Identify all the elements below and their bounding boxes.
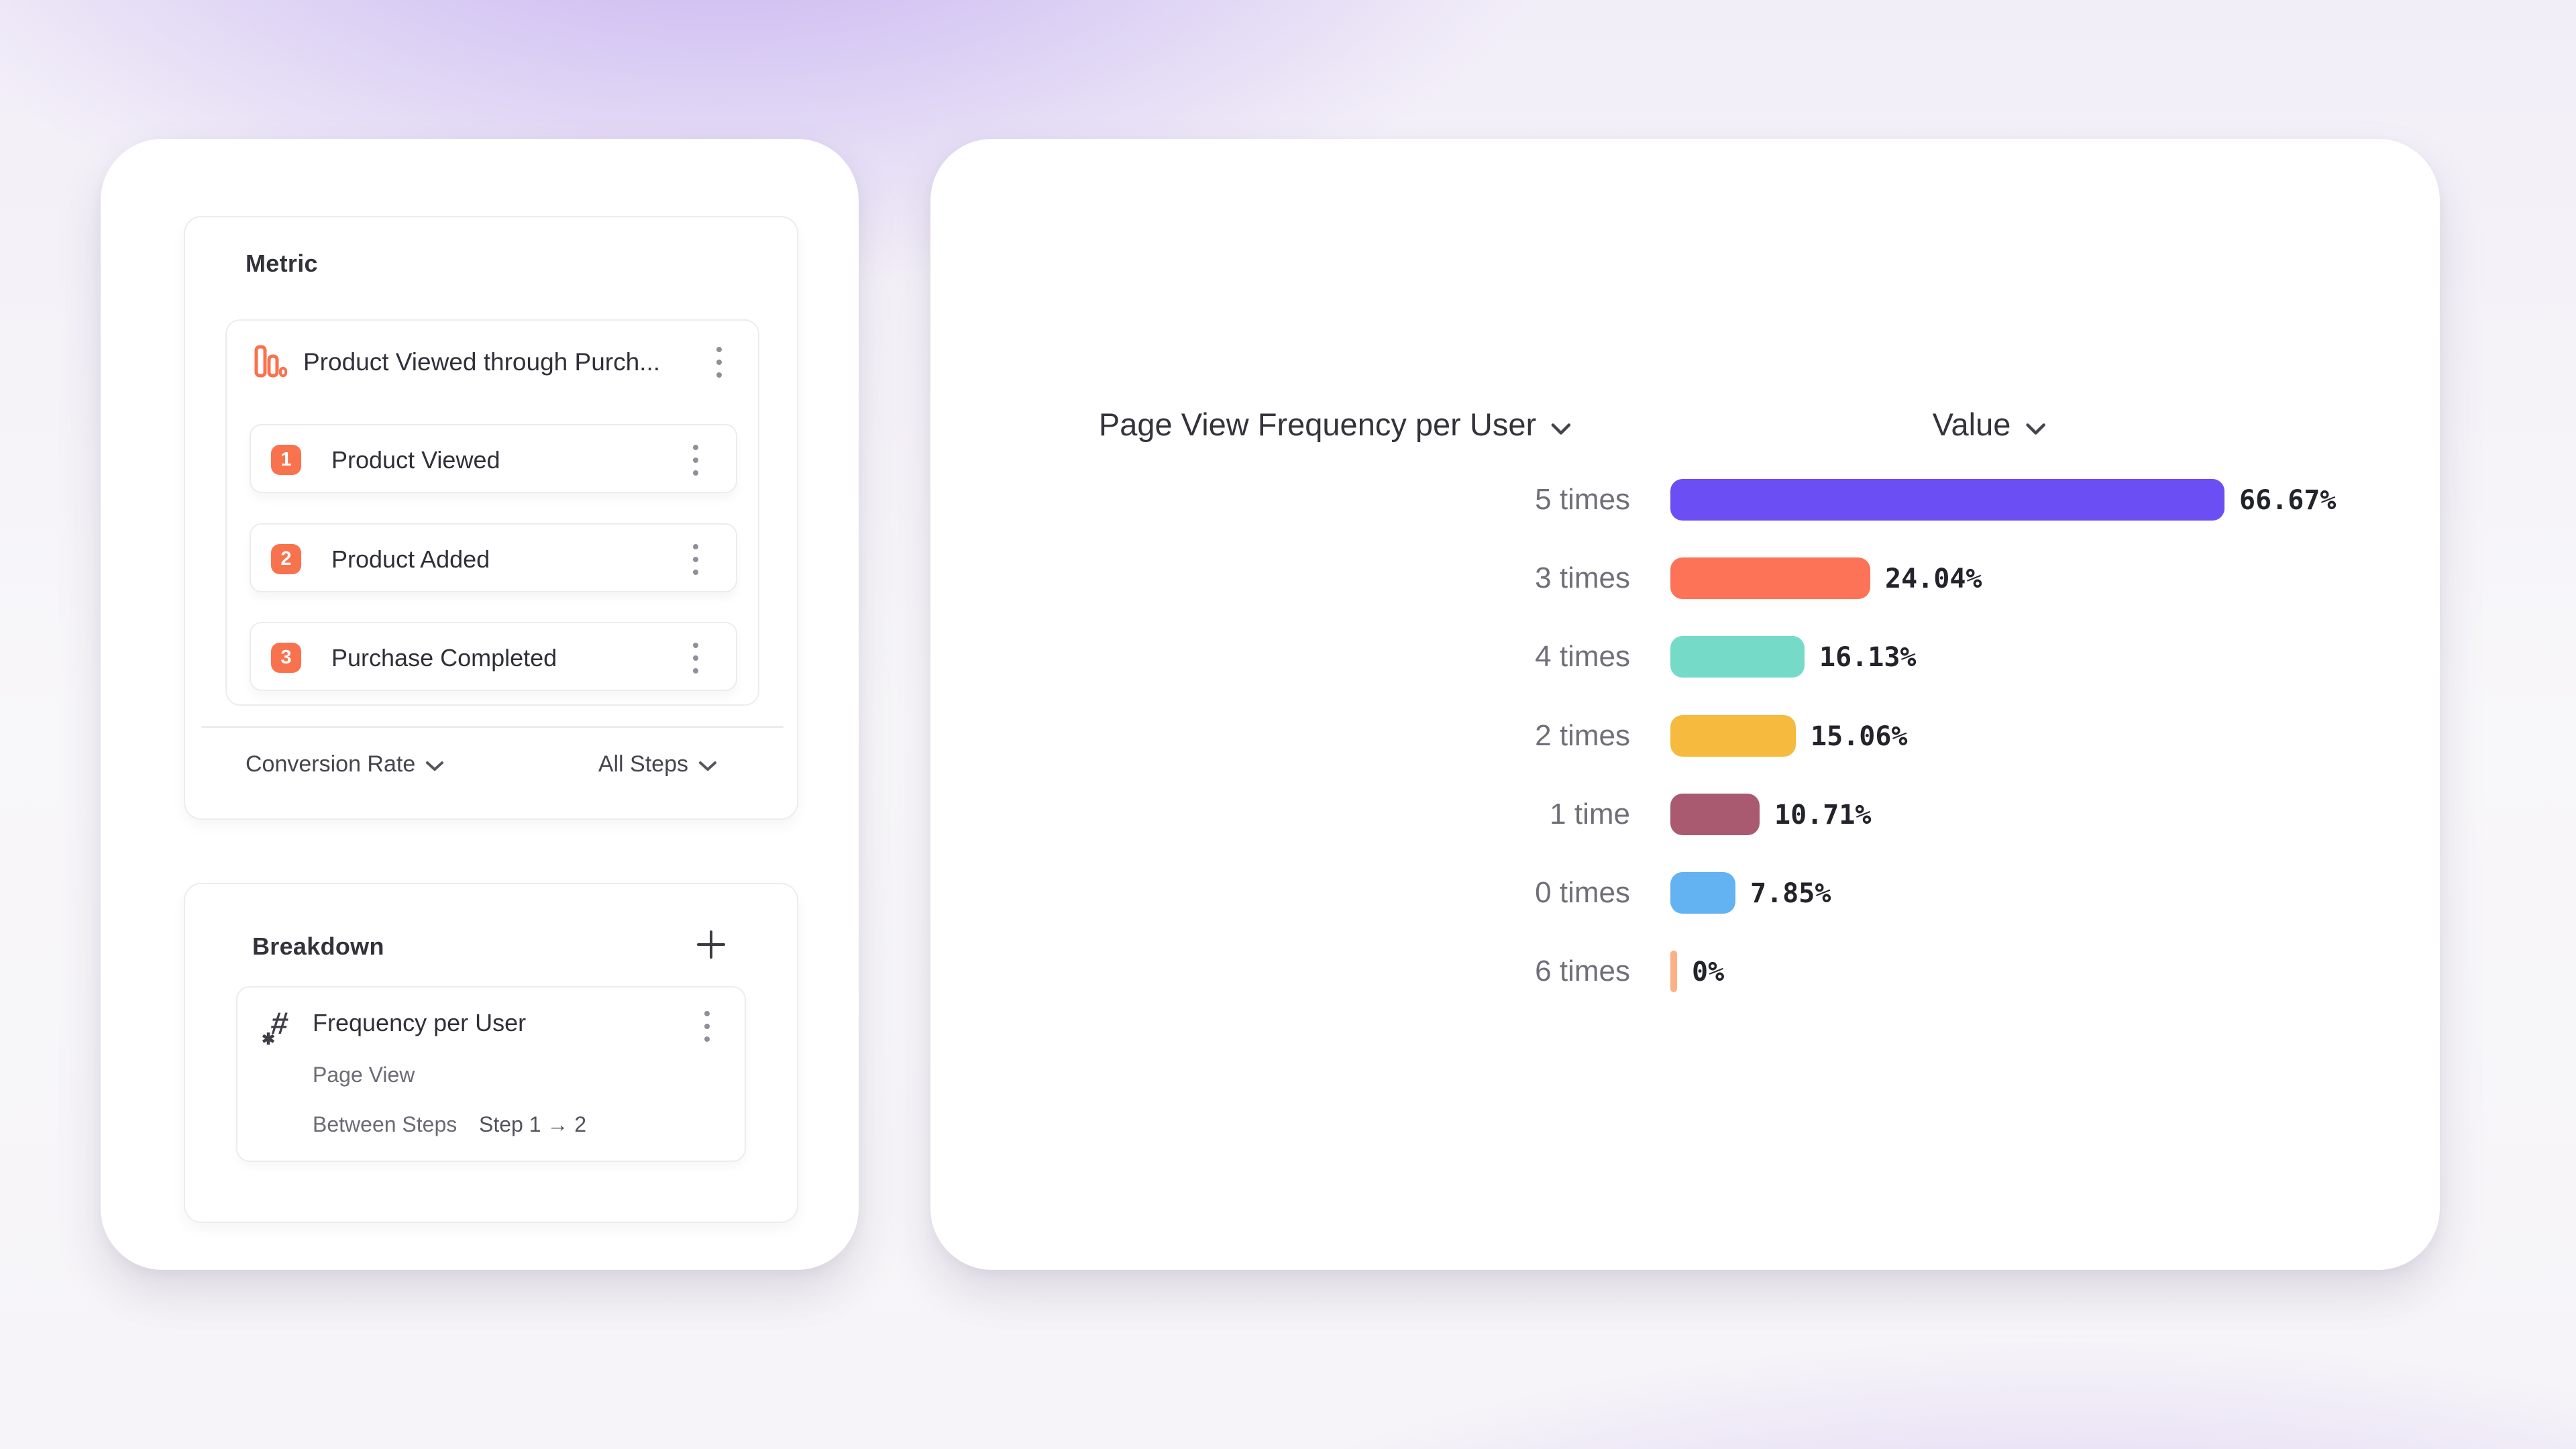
breakdown-steps-range[interactable]: Step 1 → 2 [479,1112,587,1136]
breakdown-section: Breakdown # ✱ Frequency per User Page Vie… [184,883,798,1223]
value-label: 66.67% [2239,485,2337,516]
breakdown-item-title: Frequency per User [313,1009,527,1036]
value-label: 0% [1692,957,1725,987]
metric-section: Metric Product Viewed through Purch... [184,216,798,820]
chart-row: 1 time 10.71% [930,794,2440,835]
value-label: 16.13% [1819,642,1917,673]
chart-row: 0 times 7.85% [930,872,2440,914]
bar[interactable] [1670,636,1805,678]
bar-chart-outline-icon [254,345,287,382]
category-label: 1 time [1550,798,1630,830]
category-label: 5 times [1535,483,1630,516]
step-number-badge: 3 [271,643,301,673]
funnel-step-1[interactable]: 1 Product Viewed [250,424,737,493]
value-label: 15.06% [1811,721,1908,752]
bar[interactable] [1670,794,1760,835]
chevron-down-icon [2025,406,2045,443]
hash-number-icon: # ✱ [262,1006,290,1049]
bar[interactable] [1670,479,2224,521]
metric-section-title: Metric [246,250,318,277]
kebab-vertical-icon[interactable] [681,539,710,580]
kebab-vertical-icon[interactable] [704,342,734,382]
kebab-vertical-icon[interactable] [692,1006,722,1046]
step-number-badge: 2 [271,544,301,574]
query-builder-panel: Metric Product Viewed through Purch... [101,139,859,1270]
chevron-down-icon [699,751,716,777]
kebab-vertical-icon[interactable] [681,440,710,480]
chart-row: 3 times 24.04% [930,557,2440,599]
chart-title: Page View Frequency per User [1098,407,1537,442]
measurement-selector-label: Conversion Rate [246,751,416,777]
category-label: 3 times [1535,561,1630,594]
funnel-title: Product Viewed through Purch... [303,348,661,376]
breakdown-section-title: Breakdown [252,932,384,960]
chart-row: 2 times 15.06% [930,715,2440,757]
funnel-header[interactable]: Product Viewed through Purch... [227,321,758,404]
funnel-definition-card: Product Viewed through Purch... 1 Produc… [225,319,759,706]
bar[interactable] [1670,872,1735,914]
value-label: 7.85% [1750,878,1831,909]
chart-row: 5 times 66.67% [930,479,2440,521]
category-label: 6 times [1535,955,1630,987]
breakdown-item-card[interactable]: # ✱ Frequency per User Page View Between … [236,986,746,1162]
chart-row: 4 times 16.13% [930,636,2440,678]
value-label: 10.71% [1774,800,1872,830]
divider [201,726,784,728]
funnel-step-2[interactable]: 2 Product Added [250,523,737,592]
bar[interactable] [1670,557,1870,599]
measurement-selector[interactable]: Conversion Rate [246,751,444,777]
kebab-vertical-icon[interactable] [681,638,710,678]
category-label: 2 times [1535,719,1630,752]
step-label: Product Viewed [331,446,500,474]
plus-icon[interactable] [695,928,727,961]
category-label: 4 times [1535,640,1630,673]
breakdown-event-label: Page View [313,1063,415,1087]
breakdown-between-steps-label: Between Steps [313,1112,458,1136]
steps-scope-selector-label: All Steps [598,751,688,777]
chart-value-dropdown[interactable]: Value [1933,406,2046,443]
step-number-badge: 1 [271,445,301,475]
bar[interactable] [1670,951,1677,992]
value-label: 24.04% [1885,564,1982,594]
step-label: Purchase Completed [331,644,557,672]
steps-scope-selector[interactable]: All Steps [598,751,716,777]
chart-row: 6 times 0% [930,951,2440,992]
bar[interactable] [1670,715,1796,757]
category-label: 0 times [1535,876,1630,909]
chart-panel: Page View Frequency per User Value 5 tim… [930,139,2440,1270]
chevron-down-icon [426,751,444,777]
step-label: Product Added [331,545,490,573]
chevron-down-icon [1551,406,1571,443]
value-header-label: Value [1932,407,2011,442]
chart-breakdown-dropdown[interactable]: Page View Frequency per User [1099,406,1571,443]
funnel-step-3[interactable]: 3 Purchase Completed [250,622,737,691]
